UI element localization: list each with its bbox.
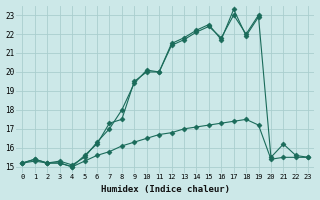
X-axis label: Humidex (Indice chaleur): Humidex (Indice chaleur): [101, 185, 230, 194]
